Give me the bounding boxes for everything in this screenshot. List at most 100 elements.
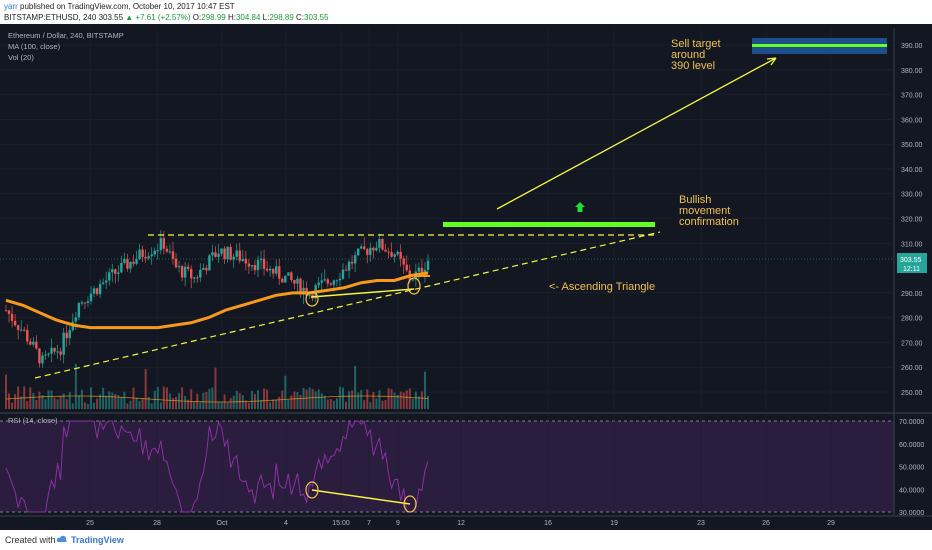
candle-body	[86, 301, 90, 303]
volume-bar	[335, 398, 338, 409]
volume-bar	[402, 392, 405, 409]
volume-bar	[269, 402, 272, 409]
ascending-trendline	[34, 231, 661, 379]
volume-bar	[299, 394, 302, 409]
price-tick: 260.00	[901, 365, 923, 372]
volume-bar	[144, 369, 147, 409]
candle-body	[77, 302, 81, 318]
sell-target-text-3: 390 level	[671, 60, 715, 72]
volume-bar	[50, 390, 53, 409]
candle-body	[186, 266, 190, 269]
volume-bar	[41, 395, 44, 409]
candle-body	[235, 250, 238, 257]
volume-bar	[332, 400, 335, 409]
rsi-band	[0, 421, 894, 512]
chart-header: yarr published on TradingView.com, Octob…	[0, 0, 932, 24]
rsi-tick: 50.0000	[899, 465, 924, 472]
candle-body	[390, 252, 393, 257]
volume-bar	[387, 388, 390, 409]
time-tick: 16	[544, 520, 552, 527]
volume-bar	[226, 402, 229, 409]
rsi-tick: 60.0000	[899, 442, 924, 449]
up-arrow-icon	[575, 202, 585, 212]
candle-body	[123, 259, 126, 263]
candle-body	[296, 278, 299, 284]
volume-bar	[83, 402, 86, 409]
volume-bar	[26, 401, 29, 409]
candle-body	[92, 288, 96, 294]
sell-target-text-2: around	[671, 49, 705, 61]
volume-bar	[74, 363, 77, 409]
volume-bar	[135, 397, 138, 409]
volume-bar	[111, 392, 114, 409]
volume-bar	[217, 401, 220, 409]
volume-bar	[341, 387, 344, 409]
low-circle-1	[305, 291, 319, 307]
price-chart[interactable]: Sell target around 390 level Bullish mov…	[0, 24, 932, 530]
volume-bar	[393, 392, 396, 409]
low-value: 298.89	[269, 13, 294, 22]
candle-body	[147, 256, 150, 259]
footer: Created with TradingView	[0, 530, 932, 550]
candle-body	[347, 261, 351, 271]
volume-bar	[369, 402, 372, 409]
rsi-axis: 70.0000 60.0000 50.0000 40.0000 30.0000	[899, 419, 924, 517]
time-tick: 4	[284, 520, 288, 527]
time-axis[interactable]: 25 28 Oct 4 15:00 7 9 12 16 19 23 26 29	[86, 520, 835, 527]
author-link[interactable]: yarr	[4, 2, 18, 11]
candle-body	[350, 261, 354, 264]
volume-bar	[417, 396, 420, 409]
volume-bar	[317, 389, 320, 409]
volume-bar	[396, 394, 399, 409]
candle-body	[290, 272, 293, 281]
price-tick: 350.00	[901, 142, 923, 149]
candle-body	[308, 294, 311, 296]
candle-body	[202, 267, 205, 270]
volume-bar	[90, 387, 93, 409]
candle-body	[138, 249, 141, 260]
candle-body	[271, 268, 275, 274]
price-axis[interactable]: 390.00 380.00 370.00 360.00 350.00 340.00 330.…	[901, 43, 923, 397]
volume-bar	[247, 402, 250, 409]
volume-bar	[384, 399, 387, 409]
candle-body	[141, 249, 144, 257]
candle-body	[372, 247, 375, 251]
candle-body	[341, 269, 345, 279]
time-tick: Oct	[217, 520, 228, 527]
volume-bar	[250, 390, 253, 409]
volume-bar	[305, 389, 308, 409]
tradingview-brand[interactable]: TradingView	[71, 535, 124, 545]
volume-bar	[363, 400, 366, 409]
candle-body	[405, 264, 408, 271]
candle-body	[171, 251, 175, 259]
candle-body	[174, 258, 178, 268]
candle-body	[165, 248, 169, 252]
price-tick: 270.00	[901, 340, 923, 347]
volume-bar	[266, 389, 269, 409]
volume-bar	[175, 396, 178, 409]
volume-bar	[141, 398, 144, 409]
price-tick: 370.00	[901, 93, 923, 100]
candles	[4, 230, 430, 368]
candle-body	[68, 330, 71, 339]
price-pane	[0, 28, 894, 412]
candle-body	[211, 252, 214, 256]
bullish-text-3: confirmation	[679, 216, 739, 228]
candle-body	[426, 260, 430, 270]
bullish-text-1: Bullish	[679, 194, 711, 206]
volume-bar	[232, 395, 235, 409]
candle-body	[4, 310, 8, 312]
candle-body	[162, 238, 166, 249]
volume-bar	[244, 400, 247, 409]
candle-body	[101, 282, 105, 284]
volume-bar	[338, 386, 341, 409]
candle-body	[299, 278, 302, 295]
volume-bar	[187, 399, 190, 409]
volume-bar	[229, 398, 232, 409]
tradingview-cloud-icon	[56, 535, 67, 542]
candle-body	[281, 278, 284, 283]
volume-bar	[117, 394, 120, 409]
candle-body	[65, 332, 68, 339]
price-tick: 280.00	[901, 316, 923, 323]
volume-bar	[314, 391, 317, 409]
